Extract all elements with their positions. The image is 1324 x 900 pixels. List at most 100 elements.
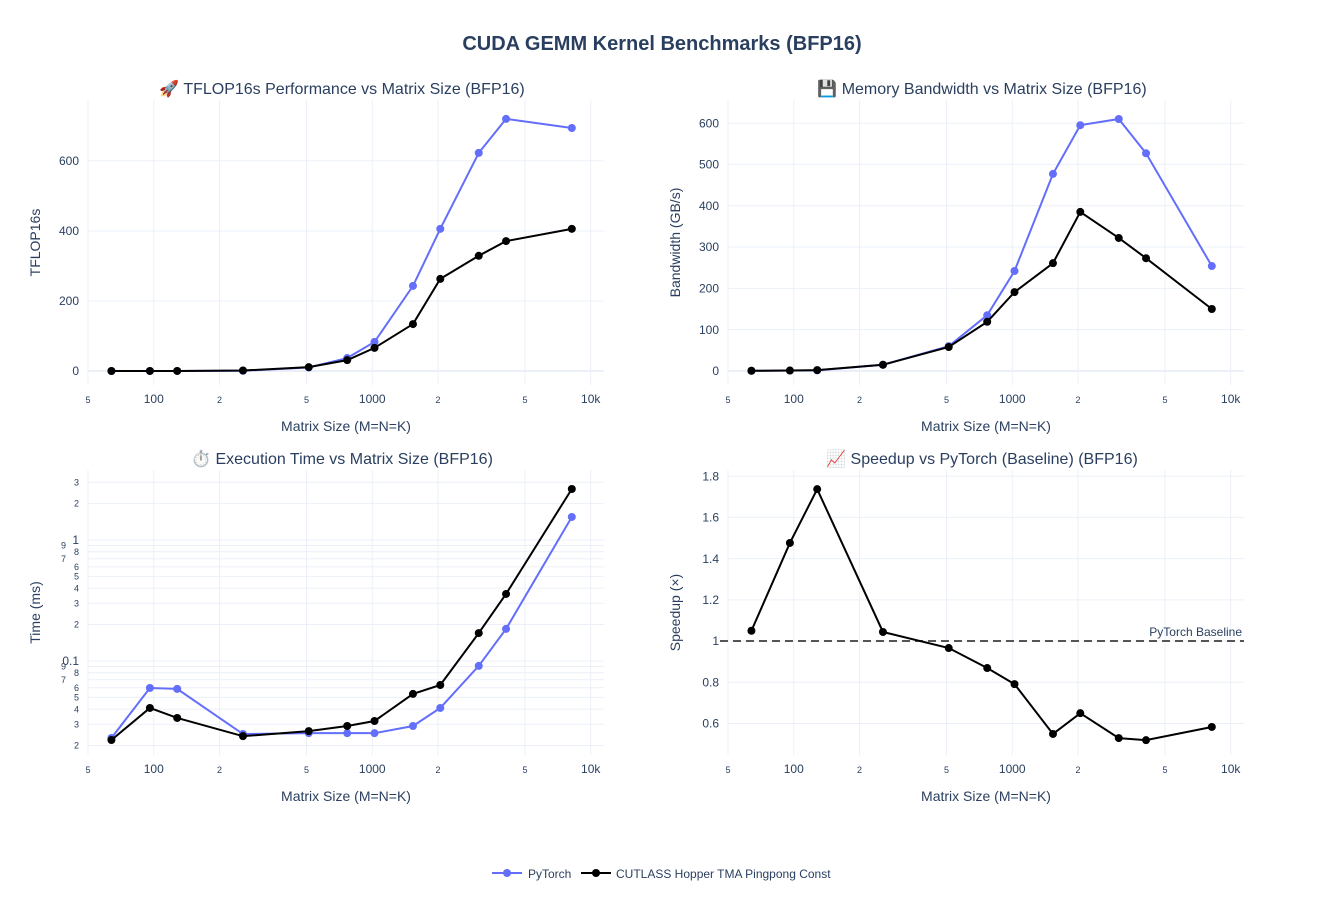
data-point-pytorch — [567, 512, 576, 521]
x-tick-label: 100 — [144, 762, 164, 776]
data-point-cutlass — [813, 485, 822, 494]
y-tick-label: 7 — [61, 675, 66, 685]
data-point-cutlass — [747, 626, 756, 635]
data-point-cutlass — [474, 629, 483, 638]
data-point-cutlass — [1142, 254, 1151, 263]
x-tick-label: 1000 — [359, 392, 386, 406]
data-point-cutlass — [173, 713, 182, 722]
y-axis-title: Bandwidth (GB/s) — [667, 188, 683, 298]
data-point-cutlass — [436, 680, 445, 689]
data-point-cutlass — [1207, 722, 1216, 731]
data-point-cutlass — [983, 317, 992, 326]
data-point-pytorch — [474, 661, 483, 670]
subplot-4: 5 100 2 5 1000 2 5 10k 0.6 0.8 1 1.2 1.4 1.6 1.8 📈 Spee… — [667, 449, 1244, 804]
data-point-pytorch — [474, 148, 483, 157]
data-point-cutlass — [878, 360, 887, 369]
series-line-pytorch — [751, 117, 1213, 372]
legend-item-cutlass[interactable]: CUTLASS Hopper TMA Pingpong Const — [581, 867, 831, 881]
x-tick-label: 10k — [1221, 762, 1241, 776]
y-tick-label: 7 — [61, 554, 66, 564]
y-tick-label: 1.2 — [702, 593, 719, 607]
y-tick-label: 9 — [61, 662, 66, 672]
legend-marker-cutlass — [592, 869, 600, 877]
series-line-pytorch — [110, 516, 573, 739]
y-tick-label: 1.8 — [702, 469, 719, 483]
x-tick-label: 5 — [85, 395, 90, 405]
y-tick-label: 600 — [59, 154, 79, 168]
x-tick-label: 2 — [436, 765, 441, 775]
data-point-cutlass — [502, 237, 511, 246]
y-tick-label: 6 — [74, 562, 79, 572]
data-point-cutlass — [408, 689, 417, 698]
y-tick-label: 0.1 — [62, 654, 79, 668]
data-point-pytorch — [145, 683, 154, 692]
x-tick-label: 5 — [725, 765, 730, 775]
y-tick-label: 1 — [72, 533, 79, 547]
x-tick-label: 5 — [1162, 765, 1167, 775]
data-point-cutlass — [944, 644, 953, 653]
legend-label-pytorch: PyTorch — [528, 867, 571, 881]
series-line-cutlass — [111, 227, 572, 372]
y-tick-label: 9 — [61, 541, 66, 551]
x-tick-label: 5 — [944, 765, 949, 775]
series-line-pytorch — [111, 117, 572, 372]
y-tick-label: 0 — [712, 364, 719, 378]
y-tick-label: 3 — [74, 598, 79, 608]
data-point-cutlass — [145, 366, 154, 375]
data-point-cutlass — [747, 366, 756, 375]
data-point-cutlass — [502, 589, 511, 598]
data-point-cutlass — [107, 366, 116, 375]
y-axis-title: TFLOP16s — [27, 209, 43, 277]
data-point-pytorch — [1048, 169, 1057, 178]
data-point-pytorch — [1142, 149, 1151, 158]
data-point-pytorch — [1076, 121, 1085, 130]
x-tick-label: 2 — [1076, 765, 1081, 775]
data-point-cutlass — [173, 366, 182, 375]
data-point-pytorch — [502, 624, 511, 633]
x-axis-title: Matrix Size (M=N=K) — [281, 418, 411, 434]
x-tick-label: 2 — [857, 395, 862, 405]
subplot-title: 💾 Memory Bandwidth vs Matrix Size (BFP16… — [817, 79, 1146, 98]
data-point-cutlass — [1010, 288, 1019, 297]
data-point-cutlass — [567, 484, 576, 493]
data-point-cutlass — [944, 343, 953, 351]
subplot-2: 5 100 2 5 1000 2 5 10k 0 100 200 300 400 500 600 💾 Memo… — [667, 79, 1244, 434]
legend-item-pytorch[interactable]: PyTorch — [492, 867, 571, 881]
data-point-pytorch — [436, 224, 445, 233]
y-tick-label: 8 — [74, 668, 79, 678]
x-tick-label: 5 — [304, 395, 309, 405]
data-point-cutlass — [436, 274, 445, 283]
data-point-cutlass — [785, 366, 794, 375]
x-tick-label: 5 — [85, 765, 90, 775]
y-tick-label: 4 — [74, 583, 79, 593]
data-point-cutlass — [1048, 259, 1057, 268]
series-line-cutlass — [110, 488, 573, 741]
x-tick-label: 100 — [784, 392, 804, 406]
x-tick-label: 100 — [144, 392, 164, 406]
y-tick-label: 0.6 — [702, 717, 719, 731]
y-tick-label: 300 — [699, 240, 719, 254]
data-point-pytorch — [408, 281, 417, 290]
data-point-cutlass — [408, 320, 417, 329]
data-point-cutlass — [1076, 207, 1085, 216]
y-tick-label: 1.4 — [702, 552, 719, 566]
x-tick-label: 1000 — [359, 762, 386, 776]
x-tick-label: 2 — [217, 765, 222, 775]
y-tick-label: 0.8 — [702, 675, 719, 689]
data-point-cutlass — [1114, 233, 1123, 242]
data-point-cutlass — [370, 716, 379, 725]
data-point-cutlass — [1048, 729, 1057, 738]
x-tick-label: 5 — [944, 395, 949, 405]
x-tick-label: 5 — [522, 395, 527, 405]
x-tick-label: 2 — [857, 765, 862, 775]
y-axis-title: Speedup (×) — [667, 574, 683, 651]
data-point-cutlass — [567, 224, 576, 233]
x-tick-label: 2 — [1076, 395, 1081, 405]
y-tick-label: 400 — [59, 224, 79, 238]
subplot-title: ⏱️ Execution Time vs Matrix Size (BFP16) — [191, 449, 493, 468]
series-line-cutlass — [751, 210, 1213, 372]
x-tick-label: 2 — [436, 395, 441, 405]
y-tick-label: 500 — [699, 158, 719, 172]
x-tick-label: 100 — [784, 762, 804, 776]
